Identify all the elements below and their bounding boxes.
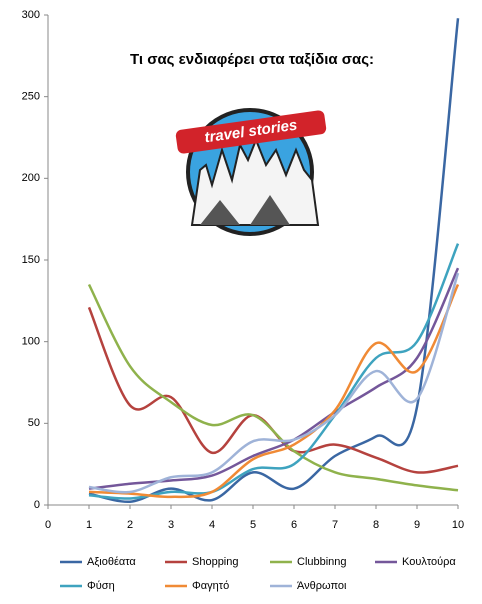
series-line	[88, 267, 460, 490]
legend-label: Κουλτούρα	[402, 556, 456, 568]
series-line	[88, 272, 460, 494]
x-tick-label: 4	[209, 519, 215, 531]
legend-label: Άνθρωποι	[297, 580, 347, 592]
y-tick-label: 0	[34, 499, 40, 511]
series-line	[88, 243, 460, 500]
x-tick-label: 9	[414, 519, 420, 531]
series-line	[88, 283, 460, 499]
y-tick-label: 150	[22, 254, 40, 266]
legend-label: Φαγητό	[192, 580, 229, 592]
legend-label: Shopping	[192, 556, 239, 568]
legend-label: Clubbinng	[297, 556, 347, 568]
series-line	[87, 283, 459, 492]
x-tick-label: 3	[168, 519, 174, 531]
legend-label: Φύση	[87, 580, 115, 592]
x-tick-label: 8	[373, 519, 379, 531]
x-tick-label: 1	[86, 519, 92, 531]
series-line	[88, 18, 460, 503]
y-tick-label: 200	[22, 172, 40, 184]
y-tick-label: 50	[28, 417, 40, 429]
y-tick-label: 250	[22, 91, 40, 103]
x-tick-label: 10	[452, 519, 464, 531]
y-tick-label: 300	[22, 9, 40, 21]
x-tick-label: 6	[291, 519, 297, 531]
legend-label: Αξιοθέατα	[87, 556, 136, 568]
y-tick-label: 100	[22, 336, 40, 348]
logo: travel stories	[175, 108, 327, 236]
x-tick-label: 5	[250, 519, 256, 531]
chart-title: Τι σας ενδιαφέρει στα ταξίδια σας:	[130, 51, 374, 68]
x-tick-label: 2	[127, 519, 133, 531]
x-tick-label: 7	[332, 519, 338, 531]
x-tick-label: 0	[45, 519, 51, 531]
